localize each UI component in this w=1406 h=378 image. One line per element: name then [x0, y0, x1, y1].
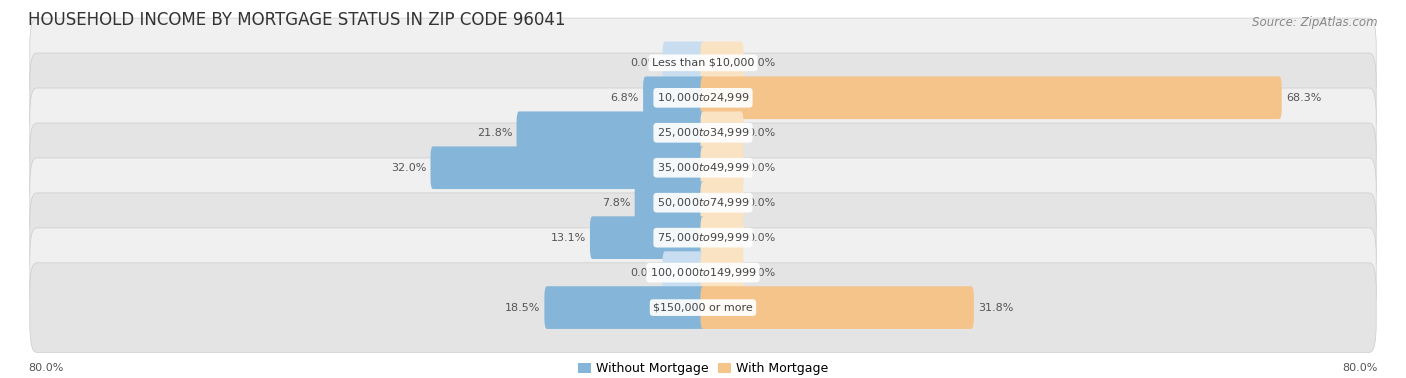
FancyBboxPatch shape — [700, 112, 744, 154]
FancyBboxPatch shape — [30, 158, 1376, 248]
Text: $35,000 to $49,999: $35,000 to $49,999 — [657, 161, 749, 174]
FancyBboxPatch shape — [700, 251, 744, 294]
FancyBboxPatch shape — [516, 112, 706, 154]
Text: 0.0%: 0.0% — [630, 268, 658, 277]
Text: 21.8%: 21.8% — [477, 128, 512, 138]
FancyBboxPatch shape — [700, 286, 974, 329]
FancyBboxPatch shape — [591, 216, 706, 259]
Text: 7.8%: 7.8% — [602, 198, 630, 208]
Legend: Without Mortgage, With Mortgage: Without Mortgage, With Mortgage — [574, 357, 832, 378]
Text: 0.0%: 0.0% — [630, 58, 658, 68]
Text: 13.1%: 13.1% — [551, 233, 586, 243]
Text: 32.0%: 32.0% — [391, 163, 426, 173]
FancyBboxPatch shape — [700, 181, 744, 224]
FancyBboxPatch shape — [662, 251, 706, 294]
FancyBboxPatch shape — [643, 76, 706, 119]
FancyBboxPatch shape — [30, 228, 1376, 318]
FancyBboxPatch shape — [30, 53, 1376, 143]
Text: 80.0%: 80.0% — [28, 363, 63, 373]
Text: $100,000 to $149,999: $100,000 to $149,999 — [650, 266, 756, 279]
Text: 0.0%: 0.0% — [748, 128, 776, 138]
Text: 0.0%: 0.0% — [748, 58, 776, 68]
FancyBboxPatch shape — [700, 76, 1282, 119]
Text: 0.0%: 0.0% — [748, 163, 776, 173]
FancyBboxPatch shape — [430, 146, 706, 189]
FancyBboxPatch shape — [662, 42, 706, 84]
FancyBboxPatch shape — [700, 42, 744, 84]
Text: 0.0%: 0.0% — [748, 198, 776, 208]
Text: HOUSEHOLD INCOME BY MORTGAGE STATUS IN ZIP CODE 96041: HOUSEHOLD INCOME BY MORTGAGE STATUS IN Z… — [28, 11, 565, 29]
FancyBboxPatch shape — [30, 18, 1376, 108]
Text: 0.0%: 0.0% — [748, 233, 776, 243]
Text: $50,000 to $74,999: $50,000 to $74,999 — [657, 196, 749, 209]
Text: $150,000 or more: $150,000 or more — [654, 303, 752, 313]
FancyBboxPatch shape — [634, 181, 706, 224]
Text: 68.3%: 68.3% — [1286, 93, 1322, 103]
FancyBboxPatch shape — [30, 193, 1376, 282]
Text: 0.0%: 0.0% — [748, 268, 776, 277]
Text: 6.8%: 6.8% — [610, 93, 638, 103]
Text: $25,000 to $34,999: $25,000 to $34,999 — [657, 126, 749, 139]
FancyBboxPatch shape — [700, 146, 744, 189]
Text: Less than $10,000: Less than $10,000 — [652, 58, 754, 68]
FancyBboxPatch shape — [544, 286, 706, 329]
Text: 31.8%: 31.8% — [979, 303, 1014, 313]
FancyBboxPatch shape — [30, 123, 1376, 212]
FancyBboxPatch shape — [700, 216, 744, 259]
Text: 18.5%: 18.5% — [505, 303, 540, 313]
FancyBboxPatch shape — [30, 263, 1376, 352]
Text: 80.0%: 80.0% — [1343, 363, 1378, 373]
Text: $10,000 to $24,999: $10,000 to $24,999 — [657, 91, 749, 104]
Text: $75,000 to $99,999: $75,000 to $99,999 — [657, 231, 749, 244]
FancyBboxPatch shape — [30, 88, 1376, 178]
Text: Source: ZipAtlas.com: Source: ZipAtlas.com — [1253, 15, 1378, 29]
